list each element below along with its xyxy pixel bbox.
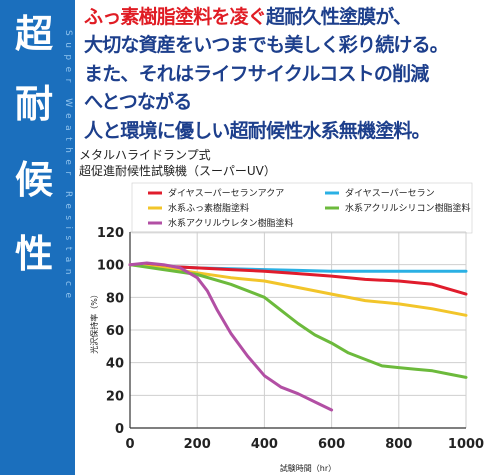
headline-line-5: 人と環境に優しい超耐候性水系無機塗料。 (84, 120, 431, 142)
data-point (364, 278, 367, 281)
data-point (280, 386, 283, 388)
data-point (230, 332, 232, 335)
sidebar-subtitle-text: Super Weather Resistance (63, 30, 73, 305)
sidebar-title-char: 耐 (14, 82, 53, 126)
data-point (230, 276, 232, 279)
y-tick-label: 120 (97, 226, 124, 241)
x-tick-label: 400 (251, 437, 278, 452)
x-tick-label: 1000 (448, 437, 484, 452)
y-tick-label: 60 (106, 324, 124, 339)
data-point (414, 368, 417, 371)
data-point (246, 355, 249, 357)
y-tick-label: 20 (106, 389, 124, 404)
data-point (297, 272, 299, 275)
data-point (263, 270, 266, 273)
data-point (364, 270, 367, 273)
data-point (347, 352, 350, 354)
data-point (206, 290, 209, 292)
x-tick-label: 600 (318, 437, 345, 452)
sidebar-subtitle: Super Weather Resistance (63, 30, 75, 460)
series-line (128, 261, 334, 412)
headline-line-2: 大切な資産をいつまでも美しく彩り続ける。 (84, 34, 449, 56)
x-axis-label: 試験時間（hr） (280, 463, 336, 473)
data-point (330, 409, 333, 411)
data-point (314, 334, 316, 336)
data-point (263, 296, 266, 299)
data-point (381, 365, 383, 367)
data-point (263, 280, 266, 282)
sidebar-title-char: 性 (14, 232, 53, 276)
data-point (196, 267, 198, 269)
data-point (330, 342, 333, 344)
data-point (330, 270, 333, 273)
series-line (128, 263, 468, 296)
data-point (448, 373, 451, 375)
y-axis-label: 光沢保持率（%） (89, 290, 99, 354)
data-point (465, 314, 467, 317)
data-point (263, 374, 266, 377)
legend-label: 水系アクリルウレタン樹脂塗料 (168, 217, 294, 229)
data-point (216, 309, 219, 312)
sidebar-panel: 超 耐 候 性 Super Weather Resistance (0, 0, 75, 475)
data-point (297, 269, 299, 272)
data-point (196, 276, 198, 279)
data-point (398, 270, 400, 273)
data-point (431, 370, 434, 372)
data-point (230, 283, 232, 286)
data-point (398, 280, 400, 282)
sidebar-title: 超 耐 候 性 (0, 0, 60, 300)
data-point (196, 273, 198, 276)
data-point (230, 268, 232, 271)
data-point (162, 263, 165, 266)
headline-blue-text: 超耐久性塗膜が、 (266, 6, 412, 28)
data-point (297, 392, 299, 395)
sidebar-title-char: 超 (14, 12, 53, 56)
headline-red-text: ふっ素樹脂塗料を凌ぐ (84, 6, 267, 28)
sidebar-title-char: 候 (14, 158, 53, 202)
data-point (364, 358, 367, 361)
legend-label: 水系アクリルシリコン樹脂塗料 (345, 202, 471, 214)
data-point (465, 293, 467, 295)
data-point (330, 275, 333, 277)
legend-label: ダイヤスーパーセラン (345, 187, 435, 199)
y-tick-label: 0 (115, 422, 124, 437)
headline-line-4: へとつながる (84, 91, 192, 113)
data-point (162, 268, 165, 271)
data-point (129, 263, 131, 266)
legend-label: ダイヤスーパーセランアクア (168, 187, 284, 199)
legend-label: 水系ふっ素樹脂塗料 (168, 202, 249, 214)
data-point (179, 267, 182, 269)
data-point (431, 307, 434, 310)
data-point (146, 262, 148, 264)
data-point (297, 286, 299, 289)
data-point (364, 299, 367, 302)
data-point (398, 366, 400, 369)
test-caption-1: メタルハライドランプ式 (79, 148, 211, 162)
data-point (465, 376, 467, 379)
test-caption-2: 超促進耐候性試験機（スーパーUV） (79, 164, 276, 178)
data-point (431, 270, 434, 273)
x-tick-label: 800 (385, 437, 412, 452)
data-point (465, 270, 467, 273)
x-tick-label: 200 (184, 437, 211, 452)
data-point (297, 322, 299, 325)
data-point (431, 283, 434, 286)
x-tick-label: 0 (125, 437, 134, 452)
y-tick-label: 100 (97, 259, 124, 274)
y-tick-label: 40 (106, 357, 124, 372)
legend-box (131, 182, 473, 234)
data-point (448, 288, 451, 290)
data-point (330, 293, 333, 295)
headline-line-1: ふっ素樹脂塗料を凌ぐ超耐久性塗膜が、 (84, 2, 412, 29)
y-tick-label: 80 (106, 291, 124, 306)
data-point (398, 303, 400, 305)
data-point (280, 309, 283, 312)
headline-line-3: また、それはライフサイクルコストの削減 (84, 63, 429, 85)
data-point (314, 401, 316, 403)
